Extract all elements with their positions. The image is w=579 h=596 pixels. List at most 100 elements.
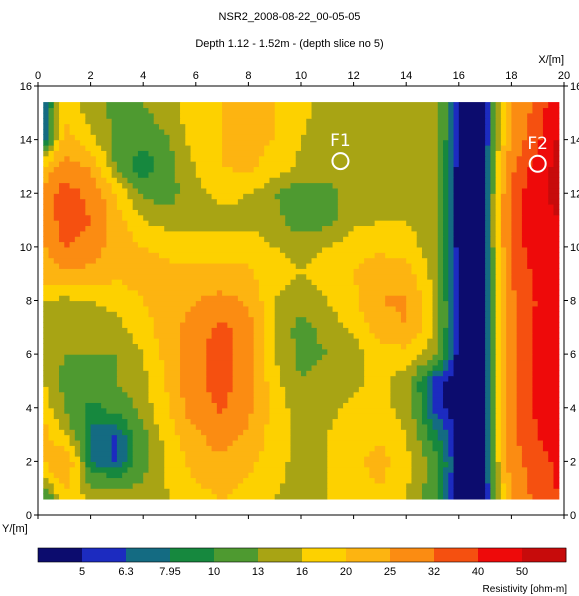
resistivity-cell (437, 225, 444, 232)
resistivity-cell (500, 241, 512, 248)
resistivity-cell (495, 380, 502, 387)
resistivity-cell (511, 488, 528, 495)
chart-subtitle: Depth 1.12 - 1.52m - (depth slice no 5) (195, 38, 384, 50)
resistivity-cell (232, 348, 255, 355)
resistivity-cell (511, 268, 534, 275)
resistivity-cell (43, 413, 55, 420)
resistivity-cell (416, 423, 428, 430)
resistivity-cell (116, 445, 129, 452)
resistivity-cell (495, 198, 502, 205)
resistivity-cell (421, 305, 434, 312)
resistivity-cell (148, 370, 165, 377)
resistivity-cell (148, 466, 165, 473)
resistivity-cell (364, 370, 397, 377)
resistivity-cell (185, 128, 223, 135)
resistivity-cell (506, 166, 518, 173)
resistivity-cell (43, 102, 50, 109)
resistivity-cell (485, 482, 491, 489)
resistivity-cell (485, 316, 491, 323)
resistivity-cell (443, 182, 449, 189)
resistivity-cell (390, 402, 413, 409)
resistivity-cell (248, 262, 297, 269)
resistivity-cell (500, 493, 507, 500)
resistivity-cell (506, 364, 518, 371)
resistivity-cell (448, 257, 455, 264)
resistivity-cell (116, 161, 134, 168)
resistivity-cell (95, 461, 123, 468)
resistivity-cell (132, 445, 150, 452)
resistivity-cell (237, 295, 260, 302)
resistivity-cell (253, 343, 265, 350)
resistivity-cell (374, 332, 418, 339)
resistivity-cell (295, 155, 439, 162)
resistivity-cell (511, 214, 523, 221)
resistivity-cell (485, 128, 491, 135)
resistivity-cell (443, 402, 486, 409)
resistivity-cell (432, 284, 439, 291)
resistivity-cell (485, 220, 491, 227)
resistivity-cell (458, 252, 486, 259)
resistivity-cell (116, 354, 144, 361)
resistivity-cell (85, 461, 97, 468)
resistivity-cell (164, 461, 186, 468)
resistivity-cell (111, 150, 139, 157)
resistivity-cell (421, 482, 439, 489)
resistivity-cell (43, 295, 60, 302)
resistivity-cell (448, 187, 455, 194)
resistivity-cell (490, 139, 497, 146)
resistivity-cell (253, 397, 271, 403)
resistivity-cell (64, 128, 71, 135)
resistivity-cell (369, 321, 423, 328)
resistivity-cell (506, 321, 518, 328)
resistivity-cell (43, 134, 50, 141)
resistivity-cell (437, 343, 444, 350)
resistivity-cell (327, 295, 360, 302)
resistivity-cell (358, 300, 386, 307)
resistivity-cell (43, 161, 50, 168)
resistivity-cell (495, 177, 502, 184)
resistivity-cell (43, 423, 50, 430)
resistivity-cell (437, 450, 444, 457)
resistivity-cell (337, 311, 365, 318)
resistivity-cell (43, 193, 55, 200)
resistivity-cell (116, 166, 134, 173)
resistivity-cell (521, 461, 555, 468)
resistivity-cell (111, 187, 129, 194)
resistivity-cell (232, 327, 255, 334)
y-tick-label-left: 6 (26, 349, 32, 361)
resistivity-cell (516, 327, 534, 334)
resistivity-cell (495, 182, 502, 189)
resistivity-cell (553, 472, 560, 479)
colorbar-label: Resistivity [ohm-m] (483, 584, 568, 595)
resistivity-cell (253, 461, 286, 468)
resistivity-cell (511, 236, 523, 243)
x-tick-label: 16 (453, 70, 465, 82)
resistivity-cell (427, 413, 439, 420)
resistivity-cell (216, 198, 239, 205)
resistivity-cell (453, 230, 486, 237)
resistivity-cell (443, 198, 449, 205)
resistivity-cell (506, 187, 512, 194)
resistivity-cell (106, 305, 150, 312)
resistivity-cell (406, 439, 423, 446)
resistivity-cell (264, 305, 276, 312)
resistivity-cell (406, 295, 423, 302)
resistivity-cell (406, 364, 418, 371)
resistivity-cell (443, 241, 449, 248)
resistivity-cell (448, 493, 455, 500)
resistivity-cell (427, 386, 434, 393)
resistivity-cell (500, 348, 507, 355)
resistivity-cell (485, 102, 491, 109)
resistivity-cell (495, 166, 502, 173)
resistivity-cell (421, 413, 428, 420)
resistivity-cell (490, 262, 497, 269)
resistivity-cell (495, 316, 502, 323)
resistivity-cell (485, 214, 491, 221)
resistivity-cell (485, 354, 491, 361)
resistivity-cell (485, 466, 491, 473)
x-tick-label: 12 (347, 70, 359, 82)
resistivity-cell (421, 445, 434, 452)
resistivity-cell (90, 123, 113, 130)
resistivity-cell (495, 338, 502, 344)
resistivity-cell (264, 321, 276, 328)
